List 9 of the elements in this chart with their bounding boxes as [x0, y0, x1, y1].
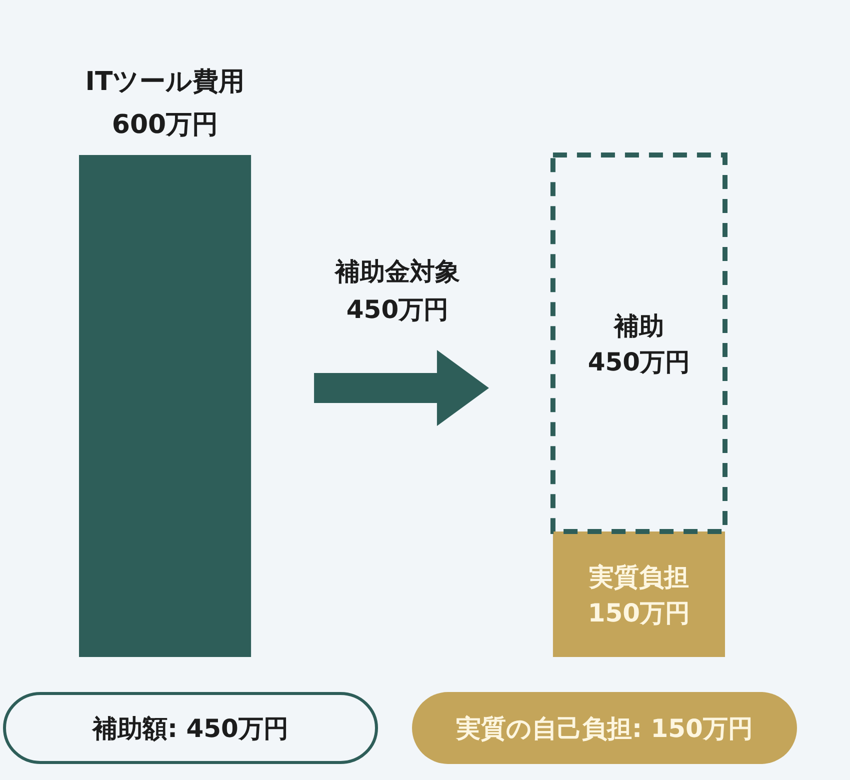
- series-label: 実質負担: [588, 562, 689, 592]
- text: 実質の自己負担: 150万円: [455, 714, 753, 743]
- text: 補助: [612, 311, 664, 340]
- text: 補助額: 450万円: [92, 714, 288, 743]
- data-label: 600万円: [112, 110, 218, 140]
- data-label: 150万円: [588, 598, 690, 628]
- text: ITツール費用: [85, 67, 245, 97]
- data-label: 450万円: [588, 347, 690, 376]
- annotation: 補助金対象 450万円: [334, 257, 460, 324]
